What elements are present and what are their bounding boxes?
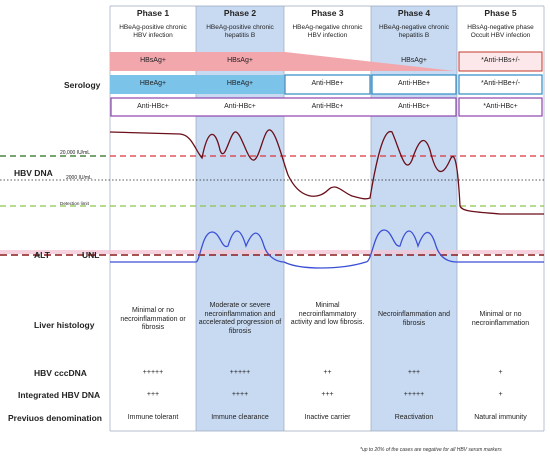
antihbc-label-1: Anti-HBc+ [137,103,169,110]
hbsag-label-2: HBsAg+ [227,57,253,64]
antihbc-band [110,97,457,117]
hbv-dna-curve [109,129,544,215]
hbeag-band [110,75,284,94]
phase-5-title: Phase 5 [484,8,517,18]
phase-2-subtitle: HBeAg-positive chronic hepatitis B [206,24,274,39]
denomination-phase-5: Natural immunity [474,414,527,421]
cccdna-phase-2: +++++ [229,369,251,376]
phase-1-subtitle: HBeAg-positive chronic HBV infection [119,24,187,39]
histology-phase-3: Minimal necroinflammatory activity and l… [290,302,365,326]
row-label-denomination: Previuos denomination [8,413,102,423]
antihbc-label-5: *Anti-HBc+ [483,103,518,110]
footnote: *up to 20% of the cases are negative for… [360,447,502,453]
integrated-phase-4: +++++ [403,391,425,398]
anti-hbs-label: *Anti-HBs+/- [481,57,520,64]
hbsag-band [110,52,285,71]
row-label-unl: UNL [82,250,100,260]
cccdna-phase-5: + [498,369,503,376]
antihbe-label-3: Anti-HBe+ [311,80,344,87]
row-label-serology: Serology [64,80,101,90]
cccdna-phase-1: +++++ [142,369,164,376]
dna-level-2000: 2000 IU/mL [66,175,92,181]
integrated-phase-2: ++++ [231,391,249,398]
antihbc-label-4: Anti-HBc+ [398,103,430,110]
histology-phase-5: Minimal or no necroinflammation [471,311,530,327]
phase-3-title: Phase 3 [311,8,344,18]
cccdna-phase-3: ++ [323,369,332,376]
phase-5-subtitle: HBsAg-negative phase Occult HBV infectio… [467,24,534,39]
antihbe-label-4: Anti-HBe+ [397,80,431,87]
phase-2-title: Phase 2 [223,8,257,18]
denomination-phase-3: Inactive carrier [304,414,351,421]
column-grid [109,5,545,432]
row-label-liver-histology: Liver histology [34,320,95,330]
histology-phase-1: Minimal or no necroinflammation or fibro… [120,307,186,331]
denomination-phase-2: Immune clearance [211,414,269,421]
antihbe-phase5-box [458,74,543,95]
alt-curve [110,229,544,269]
antihbe-phase3-box [284,74,371,95]
phase-1-title: Phase 1 [136,8,170,18]
integrated-phase-3: +++ [321,391,334,398]
dna-level-detection: Detection limit [60,201,89,206]
antihbe-phase4-box [371,74,457,95]
row-label-integrated: Integrated HBV DNA [18,390,101,400]
hbeag-label-2: HBeAg+ [226,80,254,87]
alt-unl-band [0,250,544,254]
hbsag-label-4: HBsAg+ [401,57,427,64]
phase-3-subtitle: HBeAg-negative chronic HBV infection [292,24,363,39]
integrated-phase-5: + [498,391,503,398]
antihbc-phase5-box [458,97,543,117]
phase-4-subtitle: HBeAg-negative chronic hepatitis B [378,24,450,39]
hbsag-taper [285,52,455,71]
histology-phase-4: Necroinflammation and fibrosis [378,311,450,327]
denomination-phase-4: Reactivation [394,414,434,421]
row-label-cccdna: HBV cccDNA [34,368,87,378]
phase-4-title: Phase 4 [397,8,431,18]
antihbc-label-3: Anti-HBc+ [311,103,344,110]
antihbe-label-5: *Anti-HBe+/- [480,80,521,87]
row-label-hbv-dna: HBV DNA [14,168,53,178]
antihbc-label-2: Anti-HBc+ [224,103,256,110]
denomination-phase-1: Immune tolerant [127,414,179,421]
hbeag-label-1: HBeAg+ [139,80,167,87]
dna-level-20000: 20,000 IU/mL [60,150,91,156]
anti-hbs-box [458,51,543,72]
row-label-alt: ALT [34,250,50,260]
histology-phase-2: Moderate or severe necroinflammation and… [198,302,282,335]
hbsag-label-1: HBsAg+ [140,57,166,64]
cccdna-phase-4: +++ [407,369,421,376]
integrated-phase-1: +++ [146,391,160,398]
